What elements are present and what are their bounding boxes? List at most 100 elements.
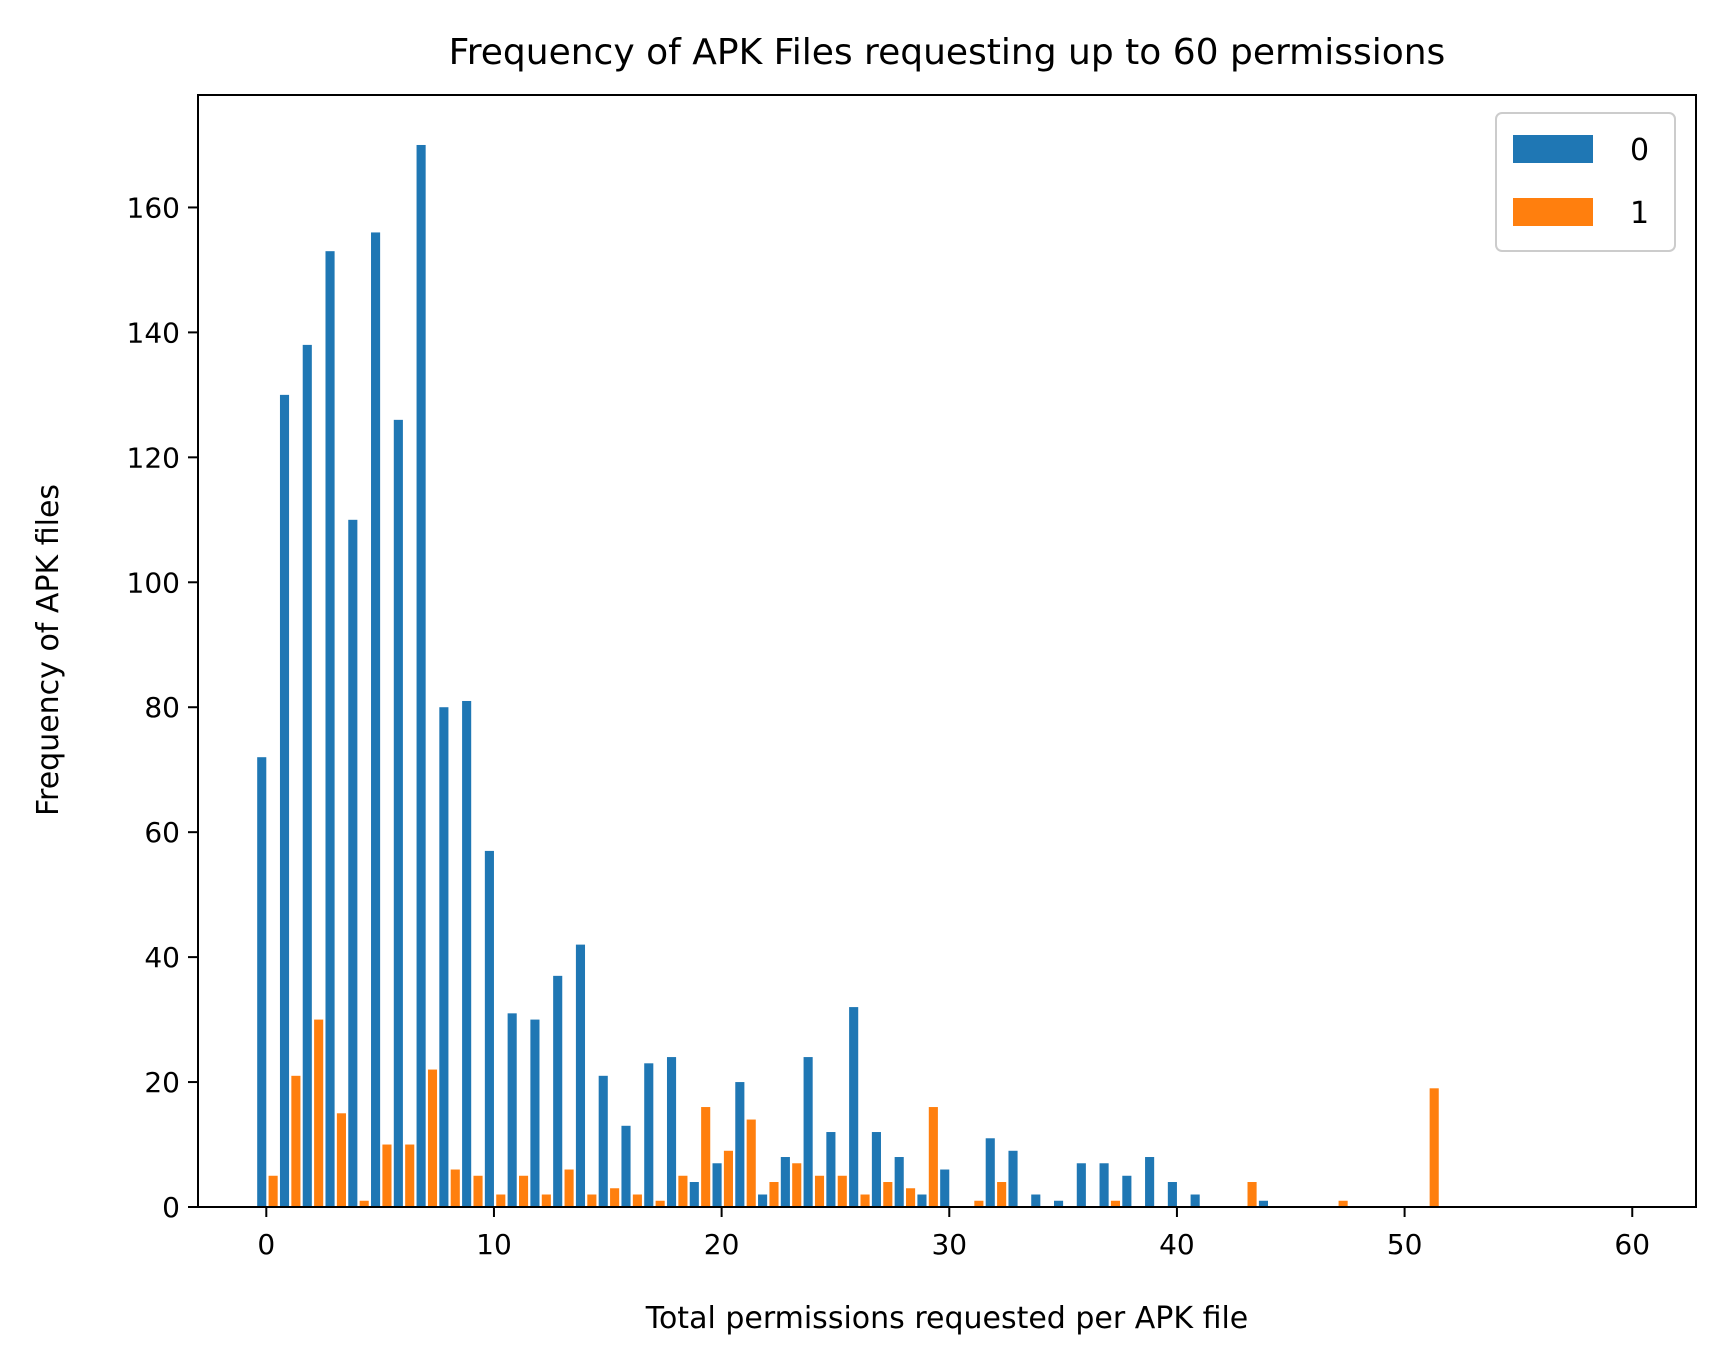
bar-series-1-bin-15	[610, 1188, 620, 1207]
bar-series-0-bin-26	[849, 1007, 859, 1207]
bar-series-1-bin-51	[1429, 1088, 1439, 1207]
legend-swatch-1	[1513, 198, 1593, 226]
bar-series-1-bin-47	[1338, 1200, 1348, 1207]
bar-series-0-bin-2	[302, 344, 312, 1207]
bar-series-1-bin-29	[928, 1107, 938, 1207]
bar-series-1-bin-3	[336, 1113, 346, 1207]
legend-label-0: 0	[1630, 133, 1649, 168]
bar-series-0-bin-41	[1190, 1194, 1200, 1207]
bar-series-1-bin-9	[473, 1175, 483, 1207]
bar-series-0-bin-0	[257, 757, 267, 1207]
x-tick-label-0: 0	[257, 1228, 275, 1261]
y-axis-title: Frequency of APK files	[31, 484, 66, 816]
legend-swatch-0	[1513, 135, 1593, 163]
bar-series-0-bin-35	[1054, 1200, 1064, 1207]
bar-series-1-bin-19	[701, 1107, 711, 1207]
x-tick-label-10: 10	[476, 1228, 512, 1261]
bar-series-0-bin-29	[917, 1194, 927, 1207]
bar-series-1-bin-13	[564, 1169, 574, 1207]
bar-series-1-bin-43	[1247, 1182, 1257, 1207]
bar-series-0-bin-23	[780, 1157, 790, 1207]
x-tick-label-20: 20	[704, 1228, 740, 1261]
bar-series-0-bin-40	[1167, 1182, 1177, 1207]
bar-series-1-bin-11	[519, 1175, 529, 1207]
bar-series-1-bin-21	[746, 1119, 756, 1207]
bar-series-0-bin-5	[371, 232, 381, 1207]
y-tick-label-60: 60	[144, 816, 180, 849]
bar-series-1-bin-4	[359, 1200, 369, 1207]
bar-series-0-bin-19	[689, 1182, 699, 1207]
bar-series-0-bin-8	[439, 707, 449, 1207]
bar-series-0-bin-39	[1145, 1157, 1155, 1207]
bar-series-0-bin-22	[758, 1194, 768, 1207]
x-axis-title: Total permissions requested per APK file	[645, 1301, 1249, 1336]
x-tick-label-50: 50	[1387, 1228, 1423, 1261]
bar-series-0-bin-25	[826, 1132, 836, 1207]
bar-series-0-bin-9	[462, 700, 472, 1207]
bar-series-1-bin-25	[837, 1175, 847, 1207]
bar-series-1-bin-37	[1110, 1200, 1121, 1207]
bar-series-1-bin-16	[632, 1194, 642, 1207]
bar-series-0-bin-15	[598, 1075, 608, 1207]
bar-series-1-bin-32	[997, 1182, 1007, 1207]
bar-series-1-bin-6	[405, 1144, 415, 1207]
x-tick-label-40: 40	[1159, 1228, 1195, 1261]
bar-series-0-bin-7	[416, 144, 426, 1208]
bar-series-0-bin-34	[1031, 1194, 1041, 1207]
bar-series-0-bin-18	[666, 1057, 677, 1207]
y-tick-label-120: 120	[127, 441, 180, 474]
bar-series-0-bin-33	[1008, 1150, 1018, 1207]
bar-series-1-bin-27	[883, 1182, 893, 1207]
bar-series-1-bin-20	[723, 1150, 733, 1207]
bar-series-1-bin-31	[974, 1200, 984, 1207]
bars-layer	[257, 144, 1439, 1208]
bar-series-1-bin-28	[906, 1188, 916, 1207]
y-tick-label-160: 160	[127, 191, 180, 224]
bar-series-0-bin-28	[894, 1157, 904, 1207]
bar-series-1-bin-2	[314, 1019, 324, 1207]
bar-series-0-bin-16	[621, 1125, 631, 1207]
legend-label-1: 1	[1630, 196, 1649, 231]
bar-series-0-bin-37	[1099, 1163, 1109, 1207]
bar-series-1-bin-18	[678, 1175, 688, 1207]
x-tick-label-30: 30	[931, 1228, 967, 1261]
bar-series-1-bin-12	[541, 1194, 551, 1207]
bar-series-0-bin-44	[1258, 1200, 1268, 1207]
bar-series-1-bin-10	[496, 1194, 506, 1207]
bar-series-1-bin-0	[268, 1175, 278, 1207]
chart-title: Frequency of APK Files requesting up to …	[449, 32, 1446, 73]
bar-series-0-bin-6	[393, 419, 403, 1208]
y-tick-label-20: 20	[144, 1066, 180, 1099]
bar-series-1-bin-5	[382, 1144, 392, 1207]
bar-series-0-bin-4	[348, 519, 358, 1207]
bar-series-0-bin-14	[575, 944, 586, 1207]
bar-series-0-bin-1	[279, 394, 290, 1207]
bar-series-0-bin-12	[530, 1019, 540, 1207]
bar-series-1-bin-23	[792, 1163, 802, 1207]
bar-series-0-bin-21	[735, 1082, 745, 1207]
bar-series-1-bin-26	[860, 1194, 870, 1207]
bar-series-0-bin-30	[940, 1169, 950, 1207]
bar-series-0-bin-32	[985, 1138, 995, 1207]
bar-series-1-bin-8	[450, 1169, 460, 1207]
y-tick-label-80: 80	[144, 691, 180, 724]
bar-series-1-bin-22	[769, 1182, 779, 1207]
legend: 01	[1495, 112, 1676, 252]
bar-series-0-bin-3	[325, 251, 335, 1207]
y-tick-label-40: 40	[144, 941, 180, 974]
bar-series-1-bin-1	[291, 1075, 301, 1207]
bar-series-0-bin-10	[484, 850, 494, 1207]
bar-series-1-bin-14	[587, 1194, 597, 1207]
bar-series-0-bin-27	[871, 1132, 881, 1207]
x-tick-label-60: 60	[1614, 1228, 1650, 1261]
bar-series-1-bin-24	[814, 1175, 825, 1207]
bar-series-1-bin-7	[427, 1069, 438, 1207]
bar-series-0-bin-24	[803, 1057, 813, 1207]
bar-series-0-bin-17	[644, 1063, 654, 1207]
plot-frame	[197, 94, 1697, 1208]
bar-series-0-bin-36	[1076, 1163, 1086, 1207]
bar-series-1-bin-17	[655, 1200, 665, 1207]
